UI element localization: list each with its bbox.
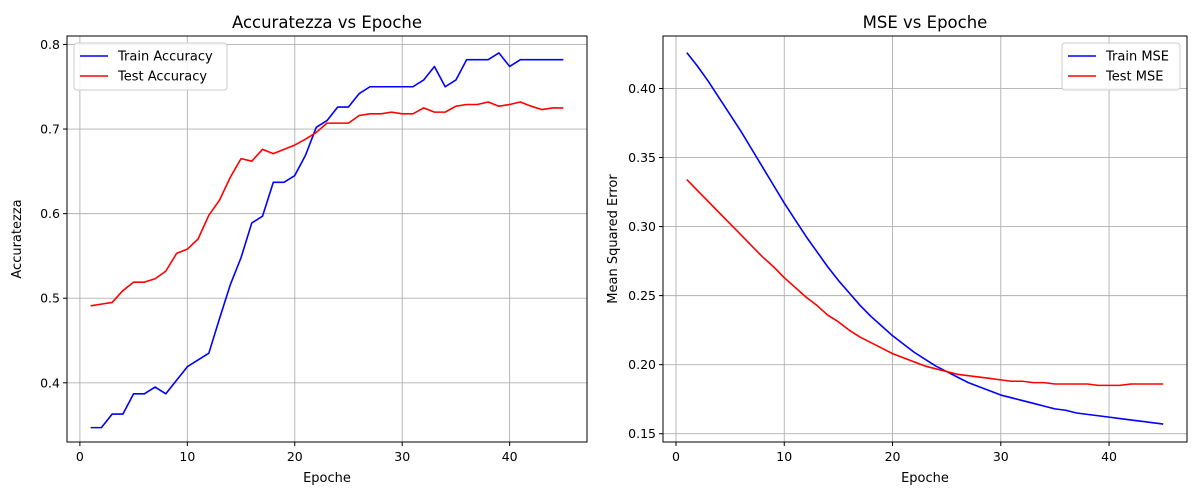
legend: Train MSE Test MSE bbox=[1061, 42, 1181, 91]
x-tick-label: 10 bbox=[179, 449, 195, 464]
x-tick-label: 0 bbox=[76, 449, 84, 464]
legend-label: Train Accuracy bbox=[117, 50, 213, 65]
series-line-2 bbox=[686, 179, 1164, 387]
y-tick-label: 0.40 bbox=[628, 81, 656, 96]
plot-frame bbox=[66, 35, 588, 443]
legend-label: Test MSE bbox=[1105, 70, 1163, 85]
y-tick-label: 0.8 bbox=[40, 37, 60, 52]
x-axis-label: Epoche bbox=[901, 471, 949, 486]
x-tick-label: 30 bbox=[993, 449, 1009, 464]
y-axis-label: Accuratezza bbox=[10, 199, 25, 278]
y-tick-label: 0.35 bbox=[628, 150, 656, 165]
y-tick-label: 0.7 bbox=[40, 122, 60, 137]
x-tick-label: 40 bbox=[1101, 449, 1117, 464]
legend-label: Train MSE bbox=[1105, 50, 1169, 65]
chart-1: Accuratezza vs Epoche 0 10 20 30 40 0.4 0.5 0.6 0… bbox=[10, 13, 588, 486]
chart-title: Accuratezza vs Epoche bbox=[232, 13, 422, 32]
y-tick-label: 0.6 bbox=[40, 206, 60, 221]
y-tick-label: 0.20 bbox=[628, 357, 656, 372]
y-tick-label: 0.30 bbox=[628, 219, 656, 234]
series-line-1 bbox=[686, 52, 1164, 425]
y-tick-label: 0.25 bbox=[628, 288, 656, 303]
y-tick-label: 0.5 bbox=[40, 291, 60, 306]
y-tick-label: 0.15 bbox=[628, 426, 656, 441]
legend-box bbox=[73, 42, 228, 91]
x-tick-label: 0 bbox=[672, 449, 680, 464]
x-tick-label: 20 bbox=[885, 449, 901, 464]
x-tick-label: 10 bbox=[776, 449, 792, 464]
plot-frame bbox=[662, 35, 1188, 443]
chart-title: MSE vs Epoche bbox=[863, 13, 988, 32]
series-line-1 bbox=[90, 52, 564, 429]
series-line-2 bbox=[90, 101, 564, 307]
y-axis-label: Mean Squared Error bbox=[606, 174, 621, 304]
legend-label: Test Accuracy bbox=[117, 70, 207, 85]
legend: Train Accuracy Test Accuracy bbox=[73, 42, 228, 91]
chart-2: MSE vs Epoche 0 10 20 30 40 0.15 0.20 0.25 0.30 0.… bbox=[606, 13, 1188, 486]
x-tick-label: 30 bbox=[394, 449, 410, 464]
x-axis-label: Epoche bbox=[303, 471, 351, 486]
y-tick-label: 0.4 bbox=[40, 375, 60, 390]
x-tick-label: 20 bbox=[287, 449, 303, 464]
x-tick-label: 40 bbox=[502, 449, 518, 464]
legend-box bbox=[1061, 42, 1181, 91]
